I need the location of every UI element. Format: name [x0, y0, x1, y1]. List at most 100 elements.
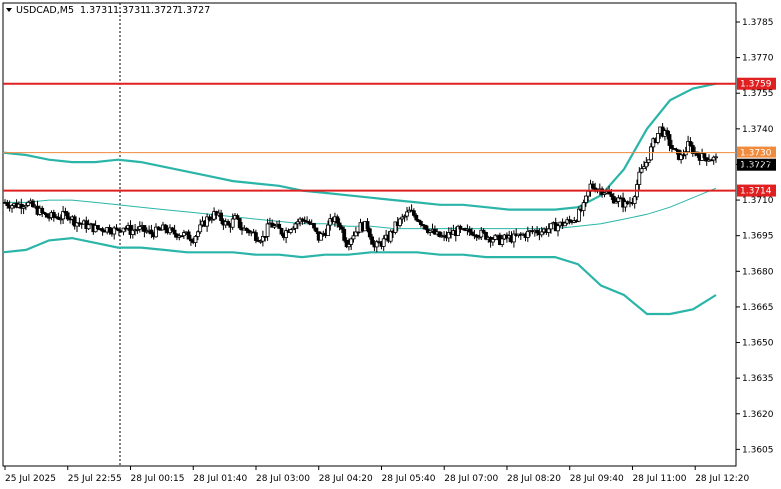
x-tick-label: 28 Jul 03:00	[256, 474, 310, 484]
candle-up	[556, 225, 560, 232]
candle-up	[272, 225, 277, 228]
candle-up	[623, 201, 628, 208]
level-price-tag	[737, 184, 776, 197]
candle-down	[156, 226, 161, 230]
candle-up	[21, 206, 26, 209]
candle-down	[339, 226, 344, 230]
orange-price-tag	[737, 146, 776, 158]
candle-up	[493, 234, 498, 240]
candle-down	[117, 228, 121, 232]
candle-up	[428, 230, 433, 233]
candles	[3, 123, 718, 253]
candle-up	[714, 156, 718, 159]
candle-up	[456, 225, 461, 236]
candle-up	[346, 243, 351, 248]
x-axis: 25 Jul 2025 25 Jul 22:55 28 Jul 00:15 28 Ju…	[4, 466, 749, 484]
candle-up	[351, 235, 356, 240]
candle-down	[681, 154, 686, 157]
candle-up	[602, 192, 607, 195]
x-tick-label: 28 Jul 05:40	[381, 474, 435, 484]
candle-down	[300, 218, 305, 221]
candle-up	[284, 230, 289, 238]
candle-up	[563, 222, 567, 227]
y-axis: 1.3785 1.3770 1.3755 1.3740 1.3725 1.3710 1.36…	[736, 18, 774, 455]
candle-up	[546, 228, 551, 233]
candle-up	[525, 230, 530, 238]
candle-down	[107, 226, 112, 233]
candle-up	[642, 166, 646, 169]
ohlc-close: 1.3727	[177, 5, 210, 16]
candle-down	[172, 229, 177, 235]
x-tick-label: 28 Jul 01:40	[193, 474, 247, 484]
candle-up	[10, 205, 14, 209]
chart-header: USDCAD,M5 1.3731 1.3731 1.3727 1.3727	[6, 5, 210, 16]
candle-up	[260, 235, 265, 242]
bollinger-lower-band	[2, 236, 717, 316]
candle-down	[474, 234, 479, 238]
candle-down	[114, 227, 119, 230]
candle-up	[26, 201, 31, 206]
candle-down	[423, 224, 428, 230]
candle-up	[539, 231, 544, 236]
candle-up	[446, 232, 451, 239]
candle-down	[665, 130, 670, 135]
dropdown-triangle-icon[interactable]	[6, 8, 12, 12]
candle-up	[393, 221, 398, 233]
candle-down	[51, 211, 56, 218]
candle-down	[437, 231, 442, 238]
candle-up	[293, 223, 298, 229]
candle-up	[656, 133, 660, 143]
candle-up	[398, 218, 402, 226]
candle-down	[30, 200, 35, 208]
candle-down	[418, 221, 423, 225]
candle-down	[170, 227, 175, 231]
candle-down	[40, 207, 45, 214]
candle-down	[96, 224, 100, 229]
y-tick-label: 1.3695	[742, 232, 774, 242]
candle-down	[535, 229, 539, 234]
candle-down	[591, 183, 595, 189]
y-tick-label: 1.3740	[742, 125, 774, 135]
candle-up	[565, 219, 570, 224]
candle-up	[195, 231, 200, 237]
candle-up	[193, 235, 198, 243]
candle-down	[235, 215, 240, 219]
x-tick-label: 28 Jul 09:40	[570, 474, 624, 484]
plot-area[interactable]	[2, 2, 737, 467]
candle-up	[181, 232, 186, 237]
candle-down	[149, 229, 154, 235]
candle-up	[577, 208, 581, 222]
candle-down	[600, 188, 604, 195]
candle-down	[279, 227, 284, 235]
y-tick-label: 1.3635	[742, 374, 774, 384]
candle-up	[265, 223, 270, 237]
candle-down	[609, 193, 614, 197]
candle-up	[479, 229, 484, 238]
candle-down	[342, 228, 347, 241]
candle-up	[388, 230, 393, 242]
candle-up	[135, 228, 140, 231]
price-levels: 1.3759 1.3714 1.3730 1.3727	[3, 77, 776, 197]
candle-down	[667, 134, 672, 146]
candle-down	[302, 219, 307, 222]
candle-down	[702, 153, 707, 159]
candle-up	[326, 224, 330, 237]
level-price-label: 1.3759	[740, 80, 772, 90]
candle-up	[230, 218, 235, 228]
candle-up	[319, 233, 323, 241]
candle-down	[481, 229, 486, 233]
candle-up	[637, 171, 642, 185]
candle-up	[349, 238, 354, 245]
candle-down	[44, 213, 49, 218]
candle-up	[500, 238, 505, 245]
candle-up	[137, 226, 142, 230]
candle-up	[121, 227, 126, 233]
candle-up	[295, 221, 300, 225]
candle-up	[58, 218, 63, 221]
candle-down	[226, 221, 231, 226]
candle-up	[23, 204, 28, 208]
y-tick-label: 1.3665	[742, 303, 774, 313]
candle-up	[400, 216, 405, 220]
x-tick-label: 28 Jul 08:20	[507, 474, 561, 484]
